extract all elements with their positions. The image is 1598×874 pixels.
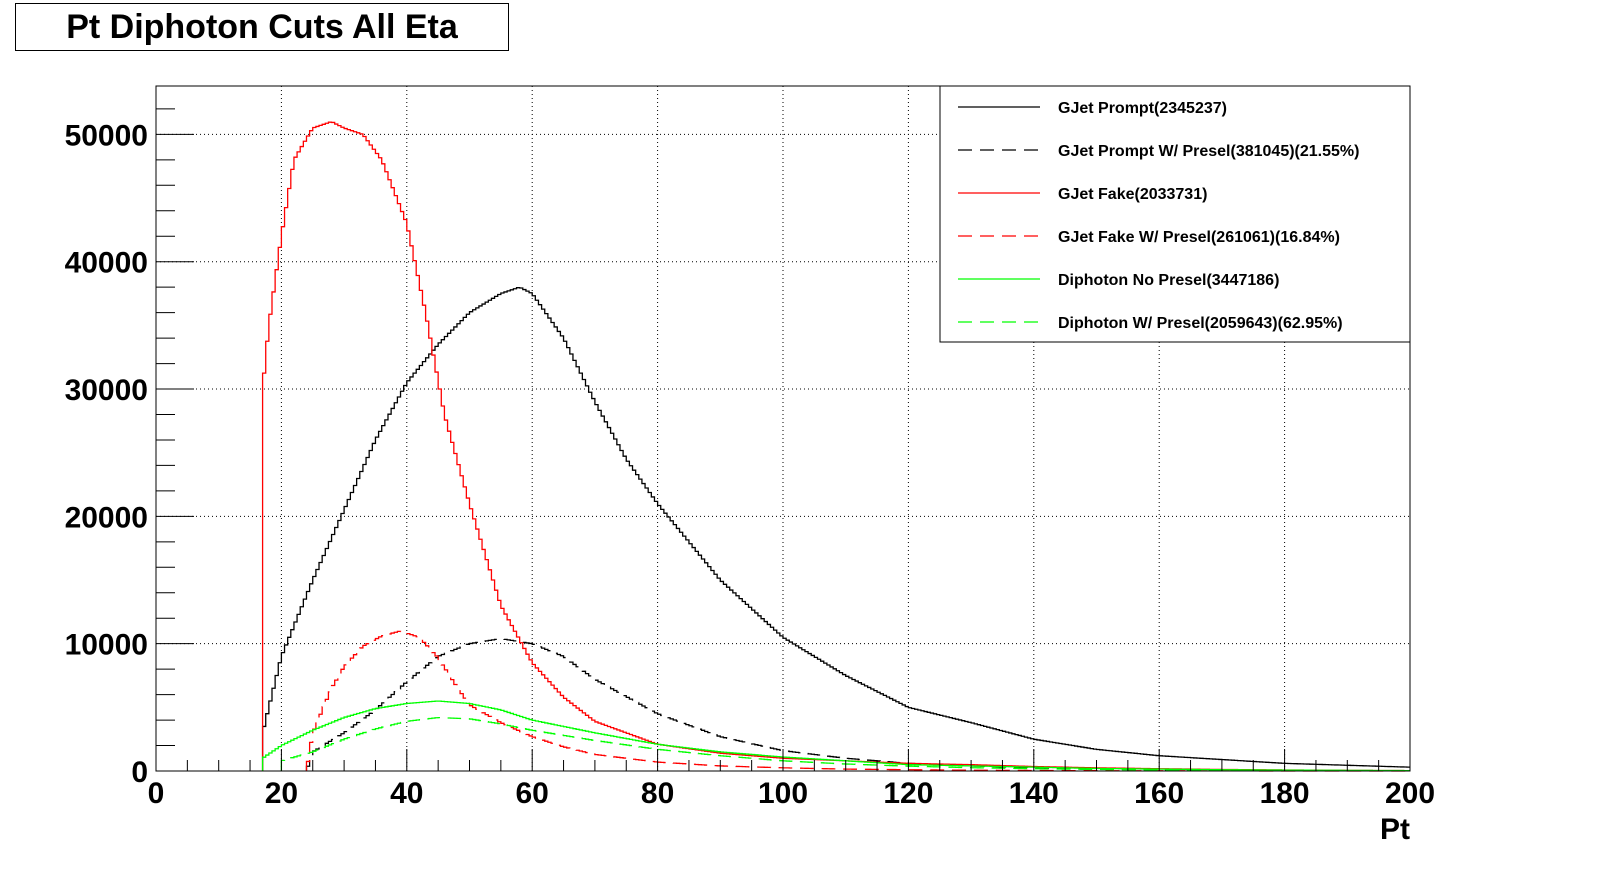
y-tick-label: 0 (131, 756, 148, 789)
axes: 0 20 40 60 80 100 120 140 160 180 200 0 10000 20000 30… (65, 108, 1435, 846)
legend-entry-label: Diphoton No Presel(3447186) (1058, 272, 1279, 289)
chart-title: Pt Diphoton Cuts All Eta (15, 3, 509, 51)
x-tick-label: 180 (1260, 777, 1310, 810)
legend-entry-label: GJet Prompt W/ Presel(381045)(21.55%) (1058, 143, 1359, 160)
legend-box (939, 85, 1411, 343)
x-tick-label: 0 (148, 777, 165, 810)
series-line (261, 700, 1410, 772)
x-tick-label: 60 (516, 777, 549, 810)
x-tick-label: 140 (1009, 777, 1059, 810)
series-line (305, 638, 1410, 772)
x-tick-label: 200 (1385, 777, 1435, 810)
legend-entry-label: GJet Prompt(2345237) (1058, 100, 1227, 117)
x-tick-label: 100 (758, 777, 808, 810)
series-line (305, 630, 1410, 772)
x-tick-label: 120 (883, 777, 933, 810)
y-tick-label: 50000 (65, 119, 148, 152)
y-tick-label: 40000 (65, 247, 148, 280)
x-tick-label: 20 (265, 777, 298, 810)
x-tick-label: 160 (1134, 777, 1184, 810)
series-line (261, 287, 1410, 771)
series-lines (261, 121, 1410, 772)
x-axis-title: Pt (1380, 813, 1410, 846)
y-tick-label: 10000 (65, 629, 148, 662)
y-tick-label: 30000 (65, 374, 148, 407)
legend-entry-label: GJet Fake W/ Presel(261061)(16.84%) (1058, 229, 1340, 246)
x-tick-label: 80 (641, 777, 674, 810)
legend: GJet Prompt(2345237) GJet Prompt W/ Prese… (939, 85, 1411, 343)
legend-entry-label: GJet Fake(2033731) (1058, 186, 1207, 203)
legend-entry-label: Diphoton W/ Presel(2059643)(62.95%) (1058, 315, 1343, 332)
y-tick-label: 20000 (65, 501, 148, 534)
x-tick-label: 40 (390, 777, 423, 810)
